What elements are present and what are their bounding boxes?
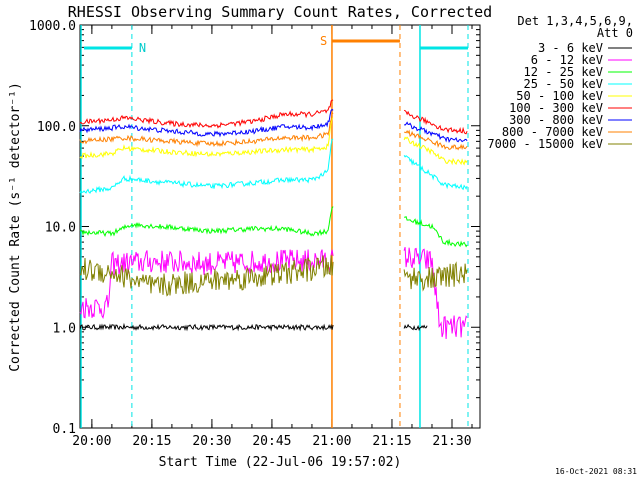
- legend-label: 800 - 7000 keV: [502, 125, 603, 139]
- x-axis-ticks: 20:00 20:15 20:30 20:45 21:00 21:15 21:30: [72, 25, 473, 449]
- series-layer: [79, 99, 468, 340]
- series-line: [79, 108, 468, 144]
- y-tick-label: 1.0: [53, 321, 76, 336]
- y-tick-label: 1000.0: [29, 19, 76, 34]
- series-line: [79, 246, 468, 340]
- chart-title: RHESSI Observing Summary Count Rates, Co…: [68, 3, 492, 21]
- x-tick-label: 20:15: [132, 434, 171, 449]
- y-tick-label: 0.1: [53, 422, 76, 437]
- legend-label: 25 - 50 keV: [524, 77, 603, 91]
- y-tick-label: 100.0: [37, 120, 76, 135]
- night-label: N: [139, 41, 146, 55]
- y-tick-label: 10.0: [45, 221, 76, 236]
- saa-label: S: [320, 34, 327, 48]
- series-line: [79, 322, 428, 332]
- x-tick-label: 20:45: [252, 434, 291, 449]
- legend-label: 3 - 6 keV: [538, 41, 603, 55]
- legend-label: 7000 - 15000 keV: [487, 137, 603, 151]
- series-line: [79, 138, 468, 194]
- x-tick-label: 21:00: [312, 434, 351, 449]
- x-tick-label: 20:00: [72, 434, 111, 449]
- legend-label: 12 - 25 keV: [524, 65, 603, 79]
- x-tick-label: 21:30: [432, 434, 471, 449]
- legend-label: 100 - 300 keV: [509, 101, 603, 115]
- x-tick-label: 21:15: [372, 434, 411, 449]
- y-axis-label: Corrected Count Rate (s⁻¹ detector⁻¹): [8, 82, 23, 372]
- legend-label: 6 - 12 keV: [531, 53, 603, 67]
- legend-title-line-2: Att 0: [597, 26, 633, 40]
- timestamp: 16-Oct-2021 08:31: [555, 467, 637, 476]
- legend-label: 50 - 100 keV: [516, 89, 603, 103]
- series-line: [79, 117, 468, 166]
- series-line: [79, 206, 468, 248]
- x-tick-label: 20:30: [192, 434, 231, 449]
- series-line: [79, 111, 468, 151]
- series-line: [79, 99, 468, 135]
- legend-label: 300 - 800 keV: [509, 113, 603, 127]
- legend-title-line-1: Det 1,3,4,5,6,9,: [517, 14, 633, 28]
- series-line: [79, 255, 468, 297]
- x-axis-label: Start Time (22-Jul-06 19:57:02): [159, 455, 402, 470]
